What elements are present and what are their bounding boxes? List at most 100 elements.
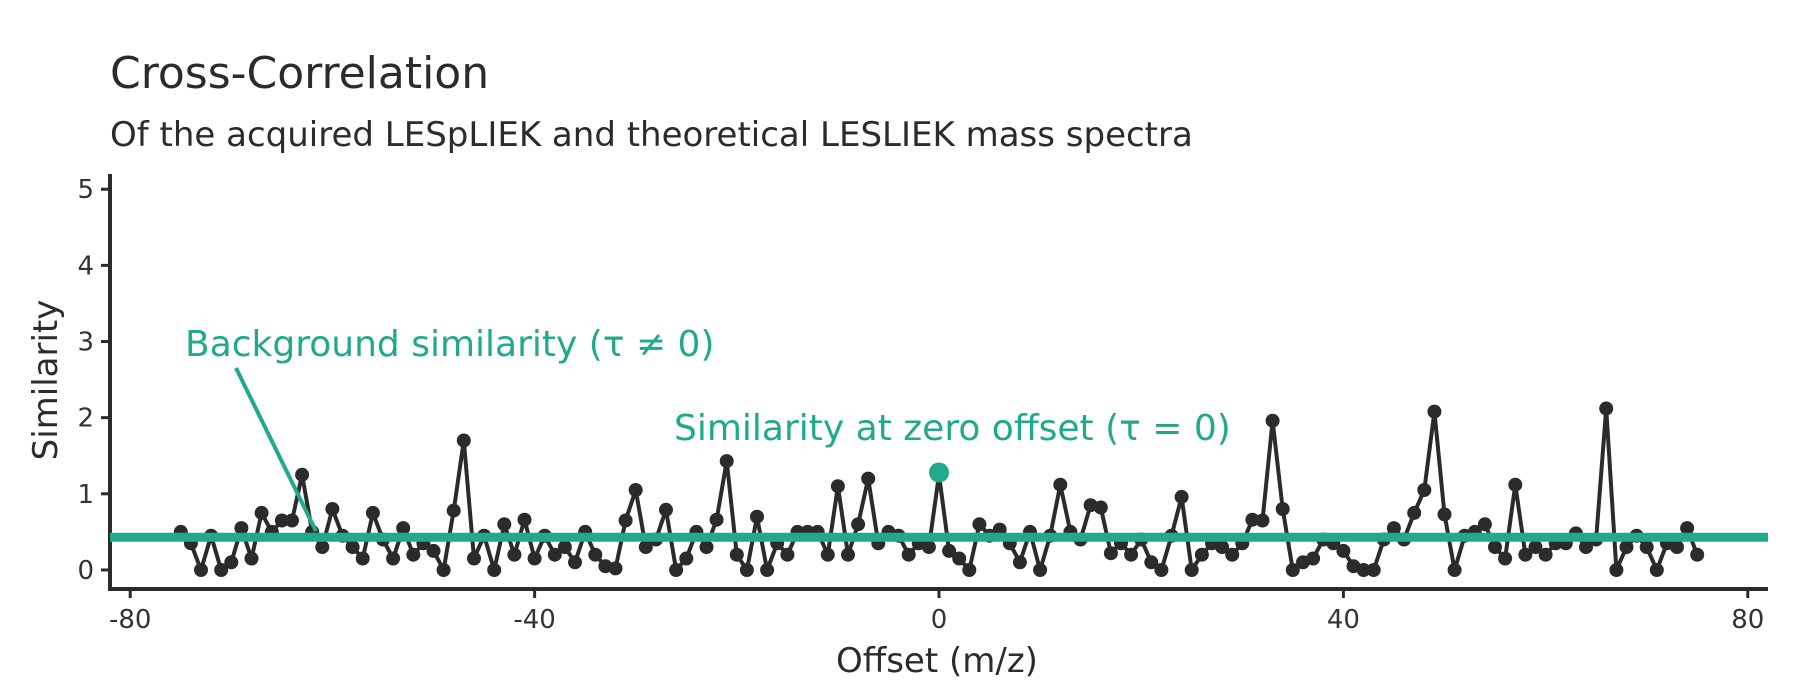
chart-title: Cross-Correlation: [110, 48, 489, 99]
similarity-point: [942, 543, 957, 558]
similarity-point: [1225, 547, 1240, 562]
similarity-point: [214, 563, 229, 577]
similarity-point: [638, 540, 653, 555]
x-tick-label: -40: [513, 605, 555, 635]
similarity-point: [1639, 540, 1654, 555]
similarity-point: [406, 547, 421, 562]
similarity-point: [497, 517, 512, 532]
similarity-point: [557, 540, 572, 555]
similarity-point: [1194, 547, 1209, 562]
similarity-point: [861, 471, 876, 486]
similarity-point: [750, 509, 764, 524]
similarity-point: [1579, 540, 1593, 555]
similarity-point: [1599, 401, 1614, 416]
similarity-point: [760, 563, 775, 577]
similarity-point: [1437, 507, 1452, 522]
similarity-point: [1265, 413, 1280, 428]
similarity-point: [1518, 547, 1533, 562]
similarity-point: [1477, 517, 1492, 532]
y-tick-label: 4: [77, 251, 94, 281]
y-tick-label: 5: [77, 175, 94, 205]
similarity-point: [952, 551, 967, 566]
chart-subtitle: Of the acquired LESpLIEK and theoretical…: [110, 115, 1193, 155]
similarity-point: [729, 547, 744, 562]
similarity-point: [972, 517, 987, 532]
similarity-point: [1508, 477, 1523, 492]
similarity-point: [1144, 555, 1159, 570]
similarity-point: [1538, 547, 1553, 562]
similarity-point: [325, 502, 340, 516]
similarity-point: [1407, 505, 1422, 520]
similarity-point: [315, 540, 330, 555]
similarity-point: [1690, 547, 1705, 562]
similarity-point: [1447, 563, 1462, 577]
similarity-point: [699, 540, 714, 555]
similarity-point: [1184, 563, 1199, 577]
similarity-point: [365, 505, 380, 520]
similarity-point: [1174, 489, 1189, 504]
y-tick-label: 1: [77, 480, 94, 510]
similarity-point: [1285, 563, 1300, 577]
x-tick-label: 80: [1731, 605, 1764, 635]
y-tick-label: 2: [77, 404, 94, 434]
similarity-point: [1053, 477, 1068, 492]
similarity-point: [446, 503, 461, 518]
background-similarity-label: Background similarity (τ ≠ 0): [185, 324, 715, 365]
similarity-point: [467, 551, 481, 566]
similarity-point: [820, 547, 835, 562]
similarity-point: [1609, 563, 1624, 577]
similarity-point: [1417, 483, 1432, 497]
similarity-point: [780, 547, 795, 562]
similarity-point: [1336, 543, 1351, 558]
similarity-point: [487, 563, 502, 577]
similarity-point: [1649, 563, 1664, 577]
similarity-point: [1103, 546, 1118, 561]
similarity-point: [841, 547, 855, 562]
similarity-point: [739, 563, 754, 577]
x-axis-title: Offset (m/z): [836, 641, 1038, 681]
y-tick-label: 3: [77, 328, 94, 358]
similarity-point: [1427, 404, 1442, 419]
y-tick-label: 0: [77, 556, 94, 586]
similarity-point: [1488, 540, 1502, 555]
similarity-point: [1498, 551, 1513, 566]
x-tick-label: 0: [931, 605, 948, 635]
similarity-point: [274, 513, 289, 528]
similarity-point: [436, 563, 451, 577]
similarity-point: [1093, 500, 1108, 515]
similarity-point: [517, 512, 532, 527]
similarity-point: [568, 555, 582, 570]
similarity-point: [527, 551, 542, 566]
x-tick-label: 40: [1327, 605, 1360, 635]
similarity-point: [295, 467, 310, 482]
similarity-point: [1356, 563, 1371, 577]
similarity-point: [659, 502, 673, 517]
similarity-point: [386, 551, 401, 566]
similarity-point: [1619, 540, 1634, 555]
similarity-point: [1528, 540, 1543, 555]
similarity-point: [1033, 563, 1048, 577]
similarity-point: [345, 540, 360, 555]
similarity-point: [901, 547, 916, 562]
similarity-point: [507, 547, 522, 562]
similarity-point: [628, 483, 643, 497]
similarity-point: [1215, 540, 1230, 555]
similarity-point: [1154, 563, 1169, 577]
similarity-point: [254, 505, 269, 520]
similarity-point: [234, 521, 249, 536]
similarity-point: [1245, 512, 1260, 527]
similarity-point: [618, 513, 633, 528]
similarity-point: [921, 540, 936, 555]
background-similarity-callout-line: [234, 367, 318, 533]
similarity-point: [355, 551, 370, 566]
similarity-point: [830, 479, 845, 494]
similarity-point: [194, 563, 208, 577]
similarity-point: [851, 517, 866, 532]
similarity-point: [456, 433, 471, 448]
similarity-point: [608, 561, 623, 576]
similarity-point: [1275, 502, 1290, 516]
similarity-point: [709, 512, 724, 527]
similarity-point: [547, 547, 562, 562]
similarity-point: [962, 563, 977, 577]
